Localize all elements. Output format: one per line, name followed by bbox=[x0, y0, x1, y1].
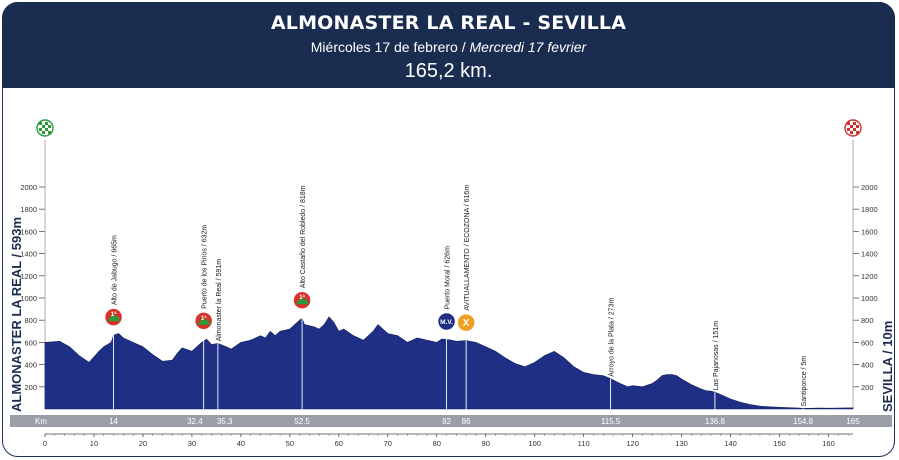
poi-name-label: Almonaster la Real / 591m bbox=[216, 259, 223, 342]
y-tick-label-left: 1600 bbox=[20, 227, 37, 236]
stage-header: ALMONASTER LA REAL - SEVILLA Miércoles 1… bbox=[2, 2, 895, 88]
y-tick-label-left: 1800 bbox=[20, 205, 37, 214]
y-tick-label-left: 1000 bbox=[20, 294, 37, 303]
y-tick-label-right: 1800 bbox=[861, 205, 878, 214]
x-tick-label: 70 bbox=[384, 439, 392, 448]
y-tick-label-left: 1400 bbox=[20, 250, 37, 259]
x-tick-label: 60 bbox=[335, 439, 343, 448]
climb-category-label: 1ª bbox=[299, 294, 305, 301]
poi-name-label: Alto de Jabugo / 665m bbox=[112, 235, 119, 305]
y-tick-label-right: 400 bbox=[861, 361, 874, 370]
x-tick-label: 140 bbox=[724, 439, 737, 448]
poi-km-label: 82 bbox=[442, 417, 451, 426]
x-tick-label: 20 bbox=[139, 439, 147, 448]
poi-name-label: Puerto Moral / 626m bbox=[445, 246, 452, 310]
poi-km-label: 86 bbox=[462, 417, 471, 426]
poi-name-label: Arroyo de la Plata / 273m bbox=[609, 298, 616, 377]
poi-name-label: Alto Castaño del Robledo / 818m bbox=[300, 185, 307, 288]
stage-date: Miércoles 17 de febrero / Mercredi 17 fe… bbox=[2, 39, 895, 55]
y-tick-label-right: 600 bbox=[861, 338, 874, 347]
poi-name-label: Santiponce / 5m bbox=[801, 356, 808, 407]
climb-category-label: 1ª bbox=[111, 311, 117, 318]
y-tick-label-left: 200 bbox=[24, 383, 37, 392]
sprint-icon-label: M.V. bbox=[440, 319, 453, 326]
x-tick-label: 80 bbox=[433, 439, 441, 448]
y-tick-label-right: 2000 bbox=[861, 183, 878, 192]
poi-km-label: 154.8 bbox=[793, 417, 814, 426]
start-town-label: ALMONASTER LA REAL / 593m bbox=[9, 217, 24, 412]
y-tick-label-right: 200 bbox=[861, 383, 874, 392]
mountain-glyph bbox=[197, 316, 211, 325]
x-tick-label: 90 bbox=[482, 439, 490, 448]
y-tick-label-left: 1200 bbox=[20, 272, 37, 281]
y-tick-label-left: 800 bbox=[24, 316, 37, 325]
x-tick-label: 110 bbox=[578, 439, 590, 448]
x-tick-label: 160 bbox=[822, 439, 835, 448]
poi-km-label: 136.8 bbox=[705, 417, 726, 426]
x-tick-label: 150 bbox=[773, 439, 786, 448]
poi-km-label: 52.5 bbox=[294, 417, 310, 426]
feed-icon-label: X bbox=[463, 318, 470, 329]
poi-name-label: Puerto de los Pinos / 632m bbox=[202, 225, 209, 309]
poi-name-label: Las Pajanosas / 151m bbox=[713, 321, 720, 390]
x-tick-label: 120 bbox=[626, 439, 639, 448]
x-tick-label: 50 bbox=[286, 439, 294, 448]
x-tick-label: 10 bbox=[90, 439, 98, 448]
finish-town-label: SEVILLA / 10m bbox=[880, 321, 895, 412]
date-french: Mercredi 17 fevrier bbox=[469, 39, 587, 55]
y-tick-label-left: 2000 bbox=[20, 183, 37, 192]
x-tick-label: 130 bbox=[675, 439, 688, 448]
poi-km-label: 14 bbox=[109, 417, 118, 426]
start-flag-icon bbox=[36, 119, 54, 137]
finish-flag-icon bbox=[844, 119, 862, 137]
y-tick-label-right: 1400 bbox=[861, 250, 878, 259]
y-tick-label-left: 400 bbox=[24, 361, 37, 370]
y-tick-label-right: 1000 bbox=[861, 294, 878, 303]
stage-title: ALMONASTER LA REAL - SEVILLA bbox=[270, 12, 627, 34]
y-tick-label-right: 1600 bbox=[861, 227, 878, 236]
km-band bbox=[10, 415, 892, 427]
y-tick-label-right: 1200 bbox=[861, 272, 878, 281]
x-tick-label: 40 bbox=[237, 439, 245, 448]
mountain-glyph bbox=[296, 296, 310, 305]
stage-distance: 165,2 km. bbox=[404, 60, 493, 82]
feed-zone-icon bbox=[456, 312, 476, 333]
x-axis-label: Km bbox=[35, 417, 47, 426]
poi-km-label: 35.3 bbox=[217, 417, 233, 426]
x-tick-label: 30 bbox=[188, 439, 196, 448]
y-tick-label-right: 800 bbox=[861, 316, 874, 325]
x-tick-label: 0 bbox=[43, 439, 47, 448]
mountain-glyph bbox=[107, 313, 121, 322]
poi-km-label: 165 bbox=[846, 417, 860, 426]
poi-km-label: 32.4 bbox=[187, 417, 203, 426]
poi-km-label: 115.5 bbox=[601, 417, 621, 426]
y-tick-label-left: 600 bbox=[24, 338, 37, 347]
intermediate-sprint-icon bbox=[436, 311, 457, 332]
climb-category-label: 1ª bbox=[201, 315, 207, 322]
poi-name-label: AVITUALLAMENTO / ECOZONA / 616m bbox=[464, 185, 471, 311]
date-spanish: Miércoles 17 de febrero bbox=[310, 39, 458, 55]
date-separator: / bbox=[461, 39, 466, 55]
x-tick-label: 100 bbox=[528, 439, 541, 448]
elevation-profile bbox=[44, 316, 854, 410]
